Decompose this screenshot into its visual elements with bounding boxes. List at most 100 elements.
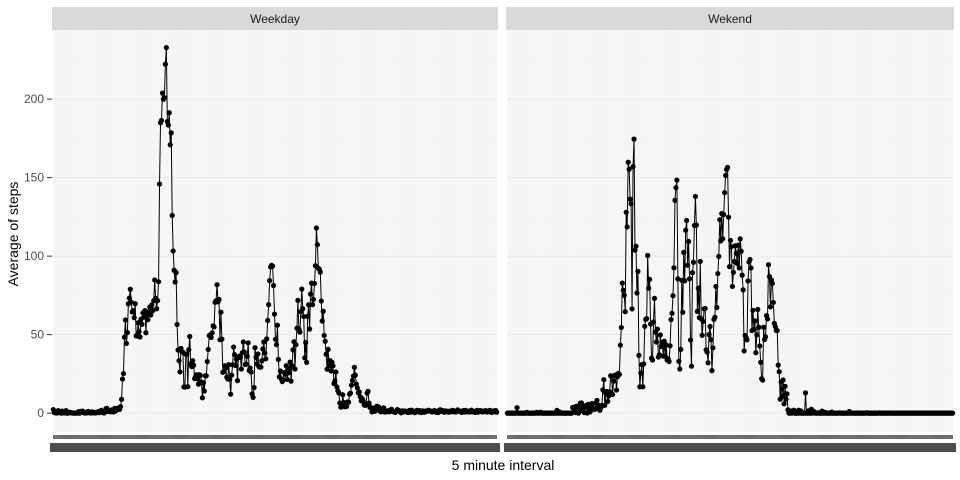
data-point: [651, 295, 658, 301]
data-point: [744, 337, 750, 343]
data-point: [319, 318, 325, 324]
data-point: [640, 384, 646, 390]
data-point: [630, 164, 636, 170]
data-point: [309, 302, 316, 308]
data-point: [356, 389, 362, 395]
data-point: [219, 336, 225, 342]
data-point: [264, 336, 270, 342]
data-point: [634, 290, 640, 296]
data-point: [740, 287, 746, 293]
data-point: [769, 280, 775, 287]
data-point: [678, 346, 684, 353]
data-point: [688, 363, 695, 369]
data-point: [263, 356, 269, 362]
data-point: [677, 366, 683, 372]
data-point: [670, 293, 676, 299]
facet-strip: [506, 7, 954, 30]
data-point: [756, 324, 762, 330]
data-point: [950, 410, 956, 416]
data-point: [716, 253, 722, 260]
data-point: [238, 366, 244, 372]
data-point: [755, 306, 761, 313]
data-point: [649, 357, 656, 363]
data-point: [723, 172, 729, 179]
data-point: [277, 368, 283, 374]
data-point: [619, 280, 625, 286]
data-point: [333, 369, 339, 375]
data-point: [167, 142, 173, 148]
data-point: [697, 258, 703, 265]
data-point: [689, 270, 696, 276]
data-point: [709, 368, 715, 374]
plot-panel: [506, 30, 954, 432]
data-point: [633, 243, 639, 249]
data-point: [269, 263, 276, 269]
data-point: [673, 185, 679, 191]
data-point: [765, 262, 772, 268]
data-point: [494, 409, 500, 415]
data-point: [739, 272, 745, 278]
data-point: [575, 410, 582, 416]
data-point: [776, 369, 782, 375]
data-point: [174, 321, 180, 328]
data-point: [199, 395, 206, 401]
data-point: [148, 312, 154, 318]
data-point: [323, 351, 329, 357]
data-point: [587, 409, 593, 415]
data-point: [311, 280, 318, 287]
data-point: [780, 377, 786, 383]
data-point: [685, 262, 691, 268]
data-point: [293, 342, 299, 348]
data-point: [247, 365, 253, 371]
data-point: [762, 334, 769, 340]
data-point: [636, 352, 642, 358]
data-point: [627, 196, 633, 202]
data-point: [613, 387, 620, 393]
data-point: [748, 265, 754, 271]
data-point: [675, 276, 681, 282]
data-point: [165, 122, 171, 128]
data-point: [273, 342, 280, 348]
data-point: [642, 323, 648, 329]
x-tick-label-band: [50, 443, 500, 452]
data-point: [761, 324, 767, 330]
data-point: [221, 369, 227, 375]
data-point: [733, 250, 739, 256]
data-point: [117, 403, 124, 410]
data-point: [712, 314, 718, 320]
data-point: [284, 376, 290, 382]
data-point: [724, 164, 731, 171]
data-point: [290, 347, 296, 353]
data-point: [166, 110, 172, 116]
data-point: [185, 384, 191, 390]
data-point: [184, 351, 190, 357]
data-point: [632, 247, 638, 253]
data-point: [285, 370, 291, 376]
data-point: [737, 236, 743, 242]
data-point: [120, 370, 127, 377]
data-point: [354, 385, 360, 391]
data-point: [738, 248, 744, 254]
data-point: [781, 401, 787, 407]
data-point: [348, 382, 355, 388]
data-point: [272, 336, 279, 342]
data-point: [200, 380, 206, 386]
data-point: [137, 334, 143, 340]
data-point: [230, 344, 237, 350]
data-point: [156, 181, 163, 187]
data-point: [366, 400, 372, 406]
data-point: [159, 90, 166, 96]
data-point: [231, 351, 238, 358]
data-point: [297, 329, 303, 335]
data-point: [626, 166, 632, 172]
data-point: [717, 217, 723, 223]
data-point: [692, 193, 699, 200]
y-tick-label: 200: [24, 92, 44, 106]
data-point: [782, 383, 788, 389]
data-point: [699, 332, 705, 338]
data-point: [714, 304, 720, 311]
data-point: [671, 265, 677, 271]
data-point: [168, 130, 174, 136]
data-point: [135, 320, 141, 326]
